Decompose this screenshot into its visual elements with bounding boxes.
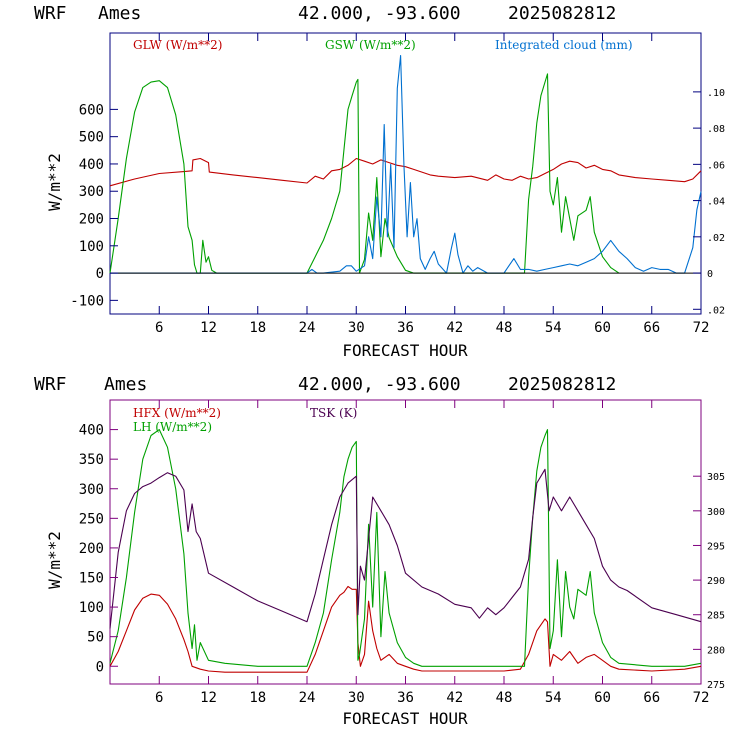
x-tick-label: 18 [249, 690, 266, 706]
x-tick-label: 30 [348, 690, 365, 706]
axes: 6 12 18 24 30 36 42 48 54 60 66 72 -100 0 100 200 300 400… [70, 33, 725, 336]
legend-integrated-cloud: Integrated cloud (mm) [495, 38, 633, 52]
y-tick-label: 350 [79, 452, 104, 468]
plot-lines [109, 55, 702, 274]
series-line-hfx-w-m2 [109, 585, 702, 673]
x-tick-label: 36 [397, 690, 414, 706]
y2-tick-label: .02 [707, 305, 725, 316]
x-tick-label: 12 [200, 320, 217, 336]
chart-1-header: WRF Ames 42.000, -93.600 2025082812 [34, 3, 616, 24]
x-axis-label: FORECAST HOUR [342, 709, 468, 728]
y2-tick-label: 275 [707, 680, 725, 691]
x-tick-label: 66 [643, 690, 660, 706]
legend: HFX (W/m**2) LH (W/m**2) TSK (K) [133, 406, 357, 434]
header-coordinates: 42.000, -93.600 [298, 374, 461, 395]
header-model: WRF [34, 374, 67, 395]
header-run-time: 2025082812 [508, 3, 616, 24]
y2-tick-label: 300 [707, 507, 725, 518]
y2-tick-label: .02 [707, 233, 725, 244]
x-tick-label: 72 [693, 320, 710, 336]
header-site: Ames [104, 374, 147, 395]
y-tick-label: 250 [79, 511, 104, 527]
series-line-tsk-k [109, 468, 702, 629]
series-line-gsw-w-m2 [109, 73, 620, 274]
y2-tick-label: 0 [707, 269, 713, 280]
x-tick-label: 54 [545, 690, 562, 706]
y2-tick-label: 285 [707, 611, 725, 622]
y-tick-label: 400 [79, 157, 104, 173]
series-line-glw-w-m2 [109, 157, 702, 187]
x-tick-label: 18 [249, 320, 266, 336]
y2-tick-label: 290 [707, 576, 725, 587]
x-tick-label: 60 [594, 320, 611, 336]
y-tick-label: 0 [96, 659, 104, 675]
x-tick-label: 48 [496, 690, 513, 706]
x-tick-label: 72 [693, 690, 710, 706]
chart-surface-fluxes: WRF Ames 42.000, -93.600 2025082812 6 12 1… [34, 374, 725, 728]
y-axis-label: W/m**2 [45, 531, 64, 589]
y2-tick-label: .08 [707, 124, 725, 135]
y-tick-label: 200 [79, 541, 104, 557]
y2-tick-label: .10 [707, 88, 725, 99]
legend-lh: LH (W/m**2) [133, 420, 212, 434]
x-tick-label: 24 [299, 690, 316, 706]
y-tick-label: 0 [96, 266, 104, 282]
x-tick-label: 66 [643, 320, 660, 336]
y-tick-label: 400 [79, 423, 104, 439]
y-tick-label: 150 [79, 571, 104, 587]
header-run-time: 2025082812 [508, 374, 616, 395]
x-tick-label: 54 [545, 320, 562, 336]
chart-radiation-cloud: WRF Ames 42.000, -93.600 2025082812 6 12 1… [34, 3, 725, 360]
y-tick-label: 600 [79, 102, 104, 118]
y-tick-label: 300 [79, 482, 104, 498]
y2-tick-label: 305 [707, 472, 725, 483]
y-tick-label: 100 [79, 600, 104, 616]
y-tick-label: 500 [79, 130, 104, 146]
y2-tick-label: .04 [707, 197, 725, 208]
header-coordinates: 42.000, -93.600 [298, 3, 461, 24]
y2-tick-label: .06 [707, 160, 725, 171]
plot-lines [109, 429, 702, 673]
x-tick-label: 36 [397, 320, 414, 336]
legend-gsw: GSW (W/m**2) [325, 38, 416, 52]
x-tick-label: 42 [446, 690, 463, 706]
x-axis-label: FORECAST HOUR [342, 341, 468, 360]
y2-tick-label: 295 [707, 541, 725, 552]
header-site: Ames [98, 3, 141, 24]
series-line-integrated-cloud-mm [110, 55, 702, 274]
y-tick-label: 300 [79, 184, 104, 200]
legend-tsk: TSK (K) [310, 406, 357, 420]
series-line-lh-w-m2 [109, 429, 702, 667]
x-tick-label: 6 [155, 690, 163, 706]
x-tick-label: 42 [446, 320, 463, 336]
axes: 6 12 18 24 30 36 42 48 54 60 66 72 0 50 100 150 200 250 30… [79, 400, 725, 706]
legend-glw: GLW (W/m**2) [133, 38, 222, 52]
y-tick-label: -100 [70, 293, 104, 309]
x-tick-label: 24 [299, 320, 316, 336]
legend: GLW (W/m**2) GSW (W/m**2) Integrated clo… [133, 38, 633, 52]
x-tick-label: 6 [155, 320, 163, 336]
chart-2-header: WRF Ames 42.000, -93.600 2025082812 [34, 374, 616, 395]
y-tick-label: 50 [87, 630, 104, 646]
header-model: WRF [34, 3, 67, 24]
y-tick-label: 200 [79, 212, 104, 228]
x-tick-label: 12 [200, 690, 217, 706]
x-tick-label: 48 [496, 320, 513, 336]
legend-hfx: HFX (W/m**2) [133, 406, 221, 420]
y2-tick-label: 280 [707, 645, 725, 656]
y-axis-label: W/m**2 [45, 153, 64, 211]
x-tick-label: 60 [594, 690, 611, 706]
x-tick-label: 30 [348, 320, 365, 336]
y-tick-label: 100 [79, 239, 104, 255]
